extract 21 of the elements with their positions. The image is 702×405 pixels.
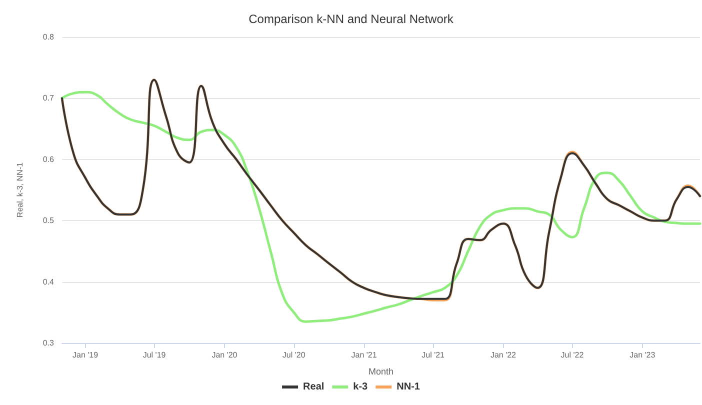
legend-label: NN-1 bbox=[396, 382, 420, 392]
y-tick-label: 0.5 bbox=[42, 216, 55, 226]
x-tick-label: Jan '19 bbox=[72, 350, 99, 360]
y-tick-label: 0.8 bbox=[42, 32, 55, 42]
x-tick-label: Jan '20 bbox=[212, 350, 238, 360]
y-tick-label: 0.3 bbox=[42, 338, 55, 348]
y-tick-label: 0.6 bbox=[42, 154, 55, 164]
y-tick-label: 0.7 bbox=[42, 94, 55, 103]
legend-label: k-3 bbox=[353, 382, 368, 392]
legend-label: Real bbox=[303, 382, 324, 392]
x-tick-label: Jul '19 bbox=[142, 350, 166, 360]
y-axis-title: Real, k-3, NN-1 bbox=[16, 162, 24, 218]
x-tick-label: Jul '22 bbox=[560, 350, 584, 360]
x-tick-label: Jul '20 bbox=[282, 350, 306, 360]
y-tick-label: 0.4 bbox=[42, 277, 55, 286]
x-tick-label: Jan '22 bbox=[490, 350, 517, 360]
x-axis-title: Month bbox=[368, 366, 394, 376]
x-tick-label: Jan '21 bbox=[351, 350, 378, 360]
chart-title: Comparison k-NN and Neural Network bbox=[248, 12, 454, 26]
x-tick-label: Jan '23 bbox=[630, 350, 656, 360]
x-tick-label: Jul '21 bbox=[422, 350, 446, 360]
